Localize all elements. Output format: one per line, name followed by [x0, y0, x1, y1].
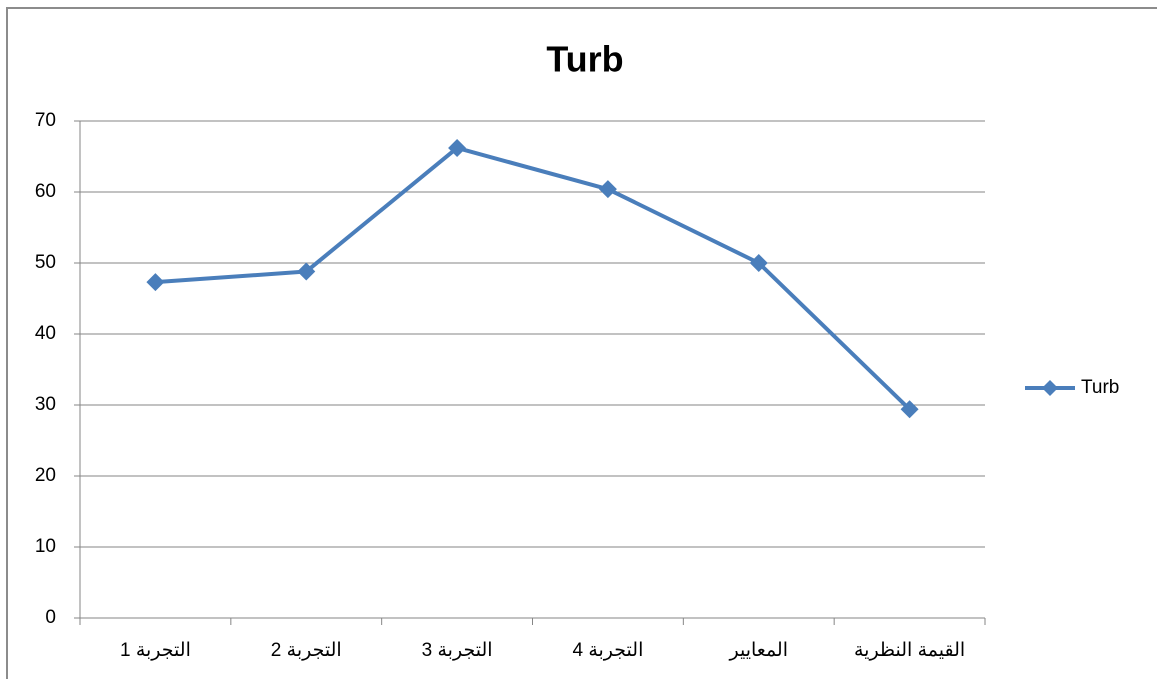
y-tick-label: 30 — [35, 394, 56, 415]
data-point — [900, 400, 919, 419]
x-tick-label: التجربة 3 — [422, 640, 493, 661]
y-tick-label: 10 — [35, 536, 56, 557]
y-tick-label: 20 — [35, 465, 56, 486]
series-line — [155, 145, 911, 411]
y-tick-label: 0 — [45, 607, 56, 628]
x-tick-label: التجربة 1 — [120, 640, 191, 661]
data-point — [749, 254, 768, 272]
legend-marker — [1042, 380, 1058, 396]
x-tick-label: القيمة النظرية — [854, 640, 965, 661]
x-tick-label: التجربة 4 — [572, 640, 643, 661]
legend-label: Turb — [1081, 377, 1119, 398]
x-tick-label: المعايير — [728, 640, 788, 661]
data-point — [598, 180, 617, 199]
y-tick-label: 40 — [35, 323, 56, 344]
chart-border — [6, 7, 1157, 679]
data-point — [297, 262, 316, 281]
chart-title: Turb — [546, 39, 623, 80]
y-tick-label: 50 — [35, 252, 56, 273]
data-point — [146, 273, 165, 292]
y-tick-label: 70 — [35, 110, 56, 131]
x-tick-label: التجربة 2 — [271, 640, 342, 661]
y-tick-label: 60 — [35, 181, 56, 202]
data-point — [448, 138, 467, 157]
